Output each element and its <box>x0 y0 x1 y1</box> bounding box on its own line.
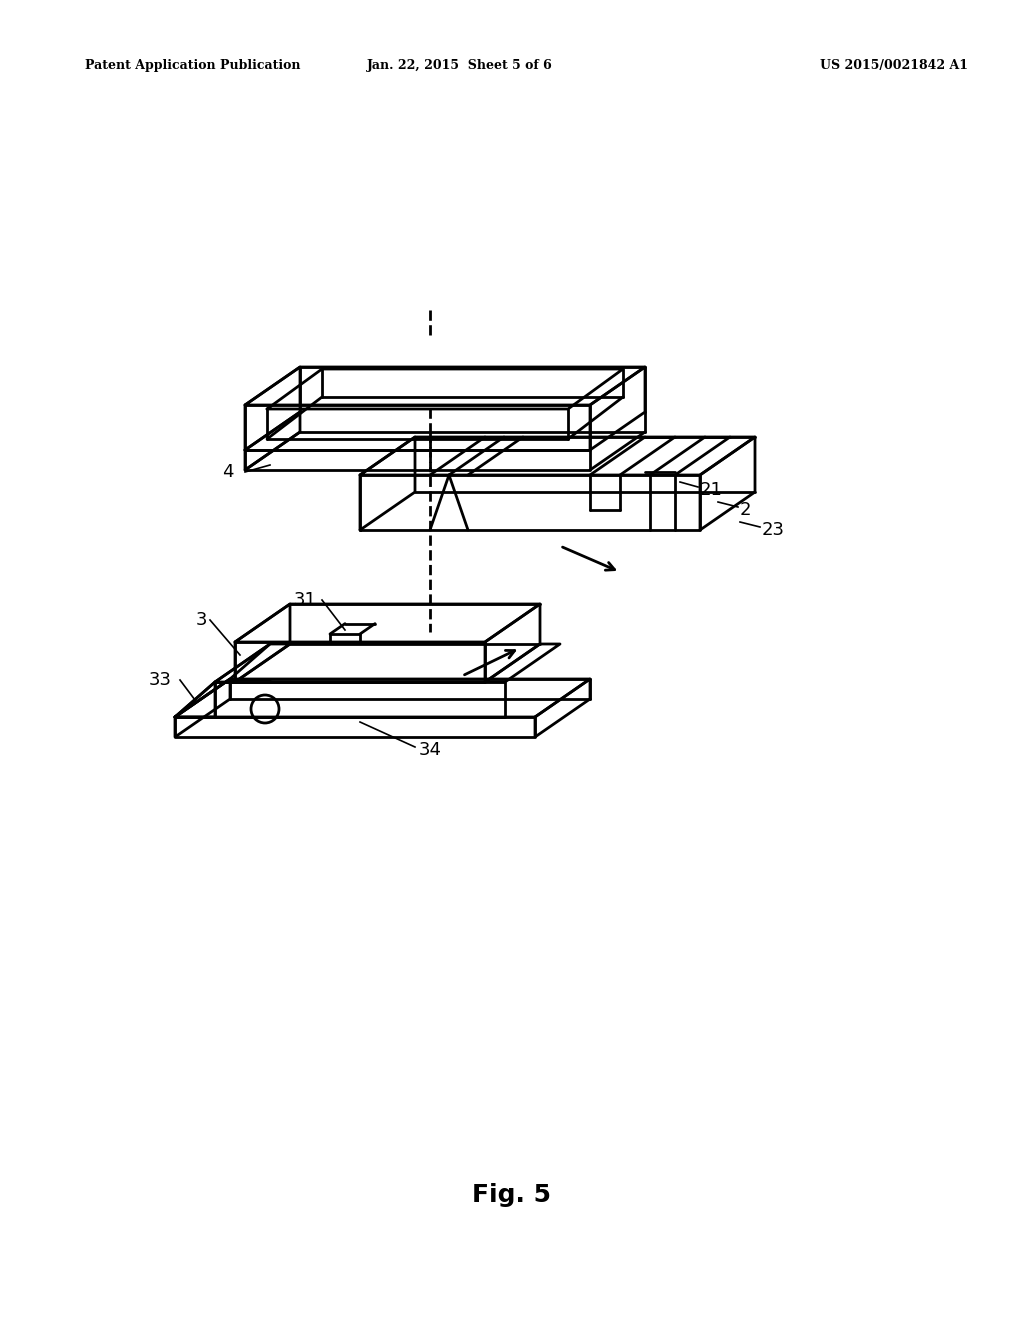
Text: Patent Application Publication: Patent Application Publication <box>85 58 300 71</box>
Text: Fig. 5: Fig. 5 <box>472 1183 552 1206</box>
Text: Jan. 22, 2015  Sheet 5 of 6: Jan. 22, 2015 Sheet 5 of 6 <box>368 58 553 71</box>
Text: 31: 31 <box>294 591 317 609</box>
Text: 23: 23 <box>762 521 785 539</box>
Text: 4: 4 <box>222 463 233 480</box>
Text: 2: 2 <box>740 502 752 519</box>
Text: 33: 33 <box>150 671 172 689</box>
Text: 34: 34 <box>419 741 441 759</box>
Text: US 2015/0021842 A1: US 2015/0021842 A1 <box>820 58 968 71</box>
Text: 3: 3 <box>196 611 207 630</box>
Text: 21: 21 <box>700 480 723 499</box>
